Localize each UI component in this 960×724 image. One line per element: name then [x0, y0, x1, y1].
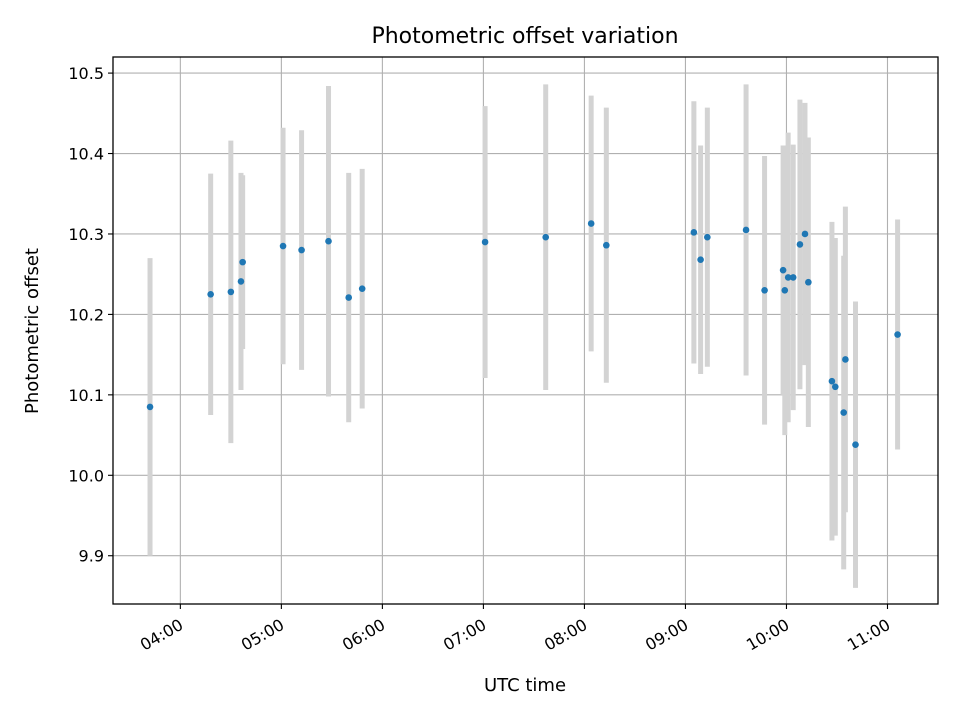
x-tick-label: 10:00: [743, 615, 792, 655]
data-point: [789, 274, 797, 281]
y-tick-label: 10.5: [68, 64, 104, 83]
data-point: [237, 278, 245, 285]
data-point: [784, 274, 792, 281]
data-point: [603, 241, 610, 249]
y-tick-label: 10.0: [68, 466, 104, 485]
data-point: [587, 220, 595, 227]
data-point: [542, 233, 550, 241]
errorbar-layer: [147, 84, 901, 588]
x-tick-label: 05:00: [238, 615, 287, 655]
data-point: [831, 383, 839, 391]
x-tick-label: 06:00: [339, 615, 388, 655]
point-layer: [146, 220, 901, 449]
data-point: [690, 229, 698, 236]
data-point: [345, 294, 353, 301]
data-point: [779, 266, 787, 274]
data-point: [481, 238, 489, 246]
x-tick-label: 08:00: [541, 615, 590, 655]
data-point: [761, 286, 768, 294]
y-tick-label: 10.4: [68, 145, 104, 164]
data-point: [801, 230, 809, 238]
data-point: [828, 377, 836, 385]
y-tick-label: 10.3: [68, 225, 104, 244]
data-point: [358, 285, 366, 292]
data-point: [279, 242, 287, 250]
grid-layer: [113, 57, 938, 604]
data-point: [805, 278, 812, 286]
x-tick-label: 09:00: [642, 615, 691, 655]
data-point: [298, 246, 305, 254]
data-point: [207, 291, 214, 298]
chart-title: Photometric offset variation: [371, 24, 678, 49]
data-point: [227, 288, 235, 296]
plot-frame: [112, 56, 939, 605]
data-point: [742, 226, 750, 234]
data-point: [840, 409, 848, 416]
x-tick-label: 11:00: [844, 615, 893, 655]
data-point: [697, 256, 704, 264]
x-tick-label: 07:00: [440, 615, 489, 655]
y-axis-ticks: 9.9 10.0 10.1 10.2 10.3 10.4 10.5: [68, 64, 113, 566]
data-point: [796, 241, 804, 248]
data-point: [894, 331, 901, 338]
data-point: [852, 441, 859, 449]
data-point: [704, 233, 711, 241]
data-point: [325, 237, 332, 245]
x-axis-ticks: 04:00 05:00 06:00 07:00 08:00 09:00 10:00 11:00: [137, 604, 893, 655]
y-axis-label: Photometric offset: [22, 248, 43, 414]
data-point: [239, 258, 246, 266]
y-tick-label: 10.1: [68, 386, 104, 405]
y-tick-label: 10.2: [68, 305, 104, 324]
y-tick-label: 9.9: [79, 547, 104, 566]
x-tick-label: 04:00: [137, 615, 186, 655]
x-axis-label: UTC time: [484, 675, 566, 696]
data-point: [781, 286, 789, 294]
data-point: [842, 356, 849, 363]
data-point: [146, 403, 154, 411]
